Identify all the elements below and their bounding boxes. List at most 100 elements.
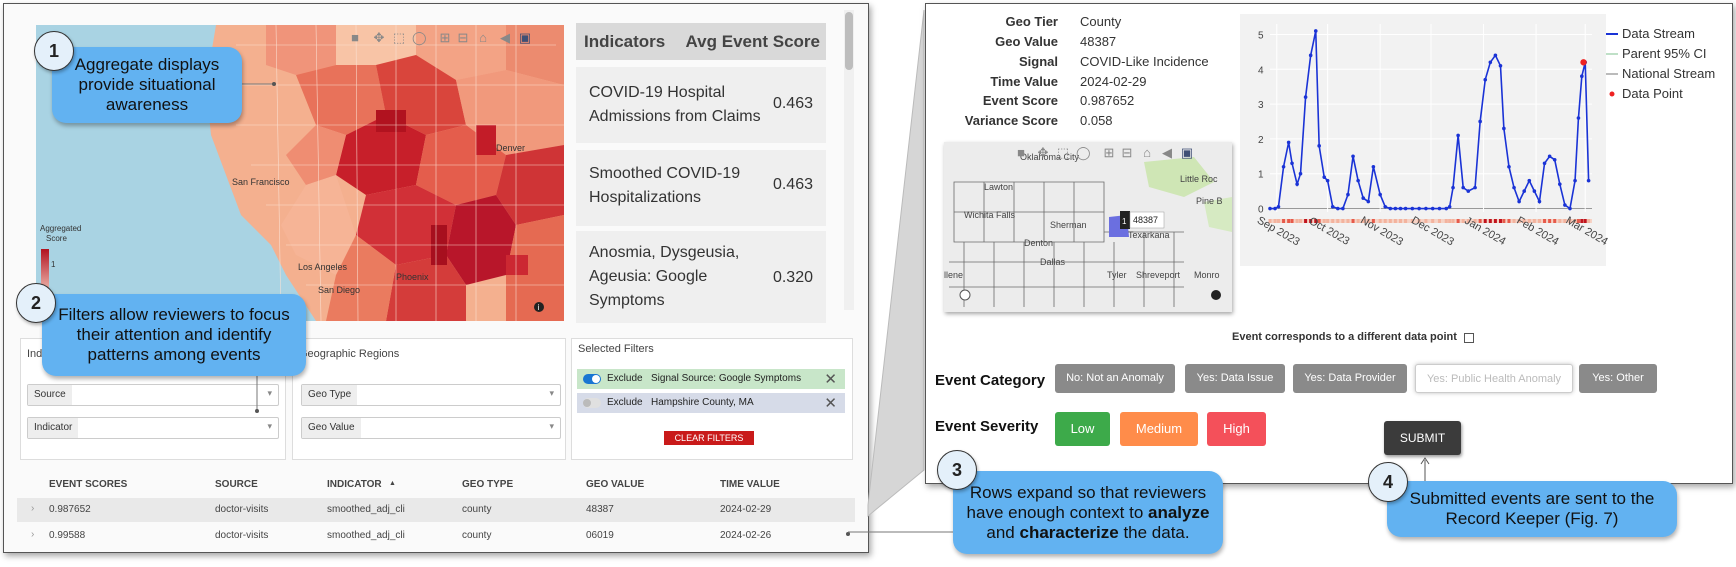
submit-arrow <box>1420 457 1430 484</box>
y-tick-label: 2 <box>1258 135 1264 146</box>
callout-3-text-b: and <box>986 522 1020 542</box>
chevron-down-icon: ▾ <box>549 388 554 398</box>
clear-filters-button[interactable]: CLEAR FILTERS <box>664 431 754 445</box>
col-event-scores[interactable]: EVENT SCORES <box>49 479 128 490</box>
data-stream-point <box>1317 144 1321 148</box>
pan-icon[interactable]: ✥ <box>373 30 385 45</box>
table-row[interactable]: › 0.987652 doctor-visits smoothed_adj_cl… <box>17 498 855 522</box>
geo-value-select[interactable]: Geo Value ▾ <box>301 417 561 439</box>
data-stream-point <box>1507 164 1511 169</box>
plotly-logo-icon[interactable]: ▣ <box>1180 145 1194 160</box>
data-stream-point <box>1586 178 1591 183</box>
close-icon[interactable]: ✕ <box>824 371 837 388</box>
camera-icon[interactable]: ■ <box>351 30 359 45</box>
pan-icon[interactable]: ✥ <box>1037 145 1049 160</box>
camera-icon[interactable]: ■ <box>1017 145 1025 160</box>
indicator-card[interactable]: Anosmia, Dysgeusia, Ageusia: Google Symp… <box>576 231 826 323</box>
callout-3: Rows expand so that reviewers have enoug… <box>953 471 1223 554</box>
callout-leader-2 <box>255 370 259 413</box>
indicators-scrollbar[interactable] <box>844 10 854 310</box>
indicator-score: 0.463 <box>772 95 813 112</box>
map-choropleth: Denver San Francisco Los Angeles Phoenix… <box>36 25 564 321</box>
col-indicator[interactable]: INDICATOR <box>327 479 382 490</box>
data-stream-point <box>1361 196 1366 200</box>
scrollbar-thumb[interactable] <box>845 12 853 70</box>
callout-3-bold-characterize: characterize <box>1019 522 1119 542</box>
source-select[interactable]: Source ▾ <box>27 384 279 406</box>
info-icon[interactable] <box>534 302 544 312</box>
event-mini-map[interactable]: Oklahoma City Lawton Little Roc Wichita … <box>944 142 1232 312</box>
selected-filter-row: Exclude Signal Source: Google Symptoms ✕ <box>577 369 845 389</box>
category-button-other[interactable]: Yes: Other <box>1579 364 1657 393</box>
event-strip-mark <box>1282 219 1286 223</box>
close-icon[interactable]: ✕ <box>824 395 837 412</box>
category-button-not-anomaly[interactable]: No: Not an Anomaly <box>1055 364 1175 393</box>
expand-chevron-icon[interactable]: › <box>31 503 35 514</box>
callout-3-text-a: Rows expand so that reviewers have enoug… <box>966 482 1207 522</box>
meta-label: Time Value <box>990 74 1058 89</box>
reset-icon[interactable]: ◀ <box>1162 145 1172 160</box>
indicator-card[interactable]: Smoothed COVID-19 Hospitalizations 0.463 <box>576 150 826 226</box>
event-strip-mark <box>1580 219 1584 223</box>
indicator-card[interactable]: COVID-19 Hospital Admissions from Claims… <box>576 67 826 143</box>
severity-button-low[interactable]: Low <box>1055 412 1110 446</box>
time-series-chart[interactable]: 0 1 2 3 4 5 Sep 2023 Oct 2023 Nov 2023 Dec 2023 Ja… <box>1240 14 1730 266</box>
col-geo-value[interactable]: GEO VALUE <box>586 479 645 490</box>
box-select-icon[interactable]: ⬚ <box>392 30 406 45</box>
zoom-out-icon[interactable]: ⊟ <box>1121 145 1133 160</box>
zoom-in-icon[interactable]: ⊞ <box>1103 145 1115 160</box>
data-stream-point <box>1478 119 1482 124</box>
expand-chevron-icon[interactable]: › <box>31 529 35 540</box>
y-tick-label: 1 <box>1258 170 1264 181</box>
event-strip-mark <box>1341 219 1345 223</box>
reset-icon[interactable]: ◀ <box>500 30 510 45</box>
zoom-out-icon[interactable]: ⊟ <box>457 30 469 45</box>
indicator-select[interactable]: Indicator ▾ <box>27 417 279 439</box>
data-stream-point <box>1341 206 1345 211</box>
event-strip-mark <box>1502 219 1506 223</box>
event-strip-mark <box>1451 219 1455 223</box>
lasso-icon[interactable]: ◯ <box>412 30 427 45</box>
category-button-data-provider[interactable]: Yes: Data Provider <box>1293 364 1407 393</box>
aggregate-map[interactable]: Denver San Francisco Los Angeles Phoenix… <box>36 25 564 321</box>
row-pointer-dot <box>846 532 850 536</box>
submit-button[interactable]: SUBMIT <box>1384 421 1461 455</box>
info-icon[interactable] <box>1211 290 1221 300</box>
sort-arrow-icon[interactable]: ▲ <box>389 480 396 487</box>
severity-button-medium[interactable]: Medium <box>1120 412 1198 446</box>
selected-filters-title: Selected Filters <box>578 343 654 355</box>
col-time-value[interactable]: TIME VALUE <box>720 479 780 490</box>
city-label: Denver <box>496 143 525 153</box>
event-strip-mark <box>1356 219 1360 223</box>
category-button-data-issue[interactable]: Yes: Data Issue <box>1185 364 1285 393</box>
meta-label: Signal <box>1018 54 1058 69</box>
plotly-logo-icon[interactable]: ▣ <box>518 30 532 45</box>
data-stream-point <box>1290 161 1294 166</box>
event-strip-mark <box>1351 219 1355 223</box>
col-source[interactable]: SOURCE <box>215 479 258 490</box>
event-strip-mark <box>1398 219 1402 223</box>
indicator-name-line: Hospitalizations <box>589 189 702 206</box>
geo-type-select[interactable]: Geo Type ▾ <box>301 384 561 406</box>
event-strip-mark <box>1371 219 1375 223</box>
data-stream-point <box>1268 206 1272 211</box>
zoom-in-icon[interactable]: ⊞ <box>439 30 451 45</box>
lasso-icon[interactable]: ◯ <box>1076 145 1091 160</box>
home-icon[interactable]: ⌂ <box>479 30 487 45</box>
data-stream-point <box>1473 185 1477 190</box>
data-stream-point <box>1493 53 1498 58</box>
box-select-icon[interactable]: ⬚ <box>1056 145 1070 160</box>
event-strip-mark <box>1417 219 1421 223</box>
category-button-public-health[interactable]: Yes: Public Health Anomaly <box>1415 364 1573 393</box>
col-geo-type[interactable]: GEO TYPE <box>462 479 514 490</box>
table-row[interactable]: › 0.99588 doctor-visits smoothed_adj_cli… <box>17 524 855 548</box>
data-stream-point <box>1512 185 1516 190</box>
toggle-switch[interactable] <box>583 398 601 408</box>
event-strip-mark <box>1378 219 1382 223</box>
home-icon[interactable]: ⌂ <box>1143 145 1151 160</box>
event-strip-mark <box>1478 219 1482 223</box>
severity-button-high[interactable]: High <box>1207 412 1266 446</box>
data-stream-point <box>1488 60 1493 65</box>
different-point-checkbox[interactable] <box>1464 333 1474 343</box>
city-label: Los Angeles <box>298 262 348 272</box>
